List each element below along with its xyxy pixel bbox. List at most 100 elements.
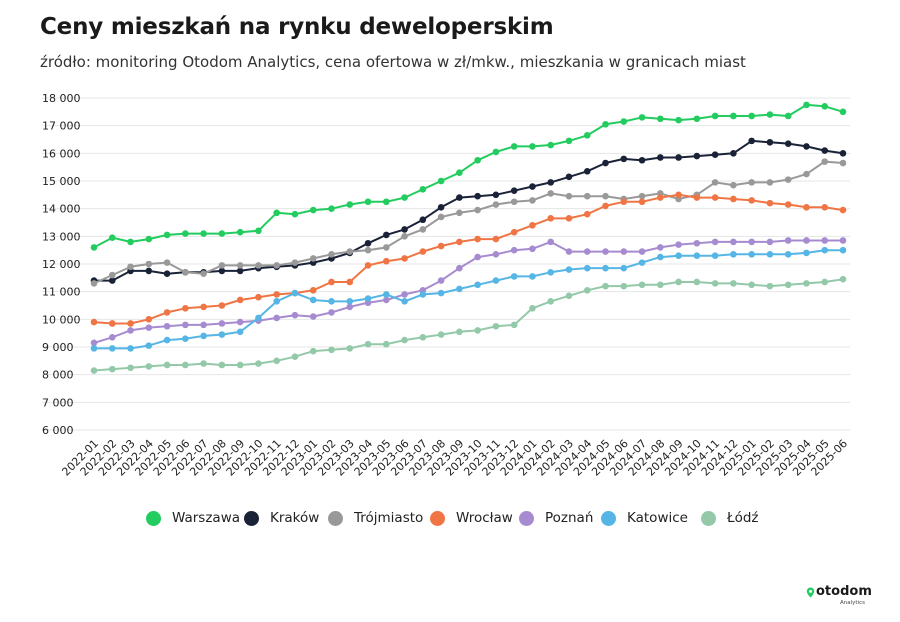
data-point	[474, 235, 481, 243]
data-point	[127, 345, 134, 352]
data-point	[711, 112, 719, 120]
legend-marker	[328, 510, 343, 526]
series-warszawa	[90, 101, 847, 251]
data-point	[638, 281, 646, 289]
data-point	[638, 198, 646, 206]
data-point	[620, 198, 628, 206]
data-point	[200, 230, 207, 237]
otodom-logo-sub: Analytics	[840, 600, 865, 606]
series-katowice	[90, 246, 847, 352]
data-point	[419, 226, 427, 233]
legend-label: Łódź	[727, 510, 759, 526]
data-point	[821, 103, 829, 110]
data-point	[182, 321, 189, 329]
data-point	[218, 320, 226, 327]
data-point	[657, 253, 664, 261]
data-point	[730, 150, 737, 157]
data-point	[657, 154, 664, 161]
data-point	[547, 179, 555, 186]
data-point	[474, 156, 481, 164]
data-point	[328, 298, 335, 305]
data-point	[657, 115, 664, 123]
data-point	[675, 278, 682, 286]
data-point	[255, 360, 262, 367]
data-point	[182, 304, 189, 312]
data-point	[510, 187, 518, 194]
data-point	[766, 199, 774, 207]
data-point	[529, 304, 536, 312]
data-point	[547, 238, 555, 246]
data-point	[437, 289, 445, 297]
data-point	[255, 227, 262, 235]
data-point	[255, 314, 262, 322]
data-point	[419, 248, 427, 255]
data-point	[108, 345, 116, 352]
data-point	[145, 267, 153, 275]
data-point	[474, 253, 481, 261]
data-point	[839, 206, 847, 214]
x-axis-labels: 2022-012022-022022-032022-042022-052022-…	[59, 437, 850, 479]
data-point	[364, 295, 372, 302]
data-point	[456, 328, 463, 336]
data-point	[401, 298, 408, 305]
data-point	[510, 246, 518, 254]
data-point	[90, 244, 98, 251]
data-point	[821, 237, 829, 244]
data-point	[182, 269, 189, 276]
data-point	[839, 275, 847, 283]
data-point	[657, 281, 664, 289]
data-point	[730, 280, 737, 287]
data-point	[182, 361, 189, 369]
data-point	[583, 168, 591, 175]
data-point	[364, 198, 372, 206]
data-point	[529, 183, 536, 190]
data-point	[401, 194, 408, 201]
data-point	[602, 248, 609, 255]
data-point	[510, 198, 518, 206]
data-point	[803, 203, 810, 211]
data-point	[675, 241, 682, 248]
data-point	[163, 270, 171, 277]
y-tick-label: 10 000	[42, 313, 81, 326]
data-point	[163, 322, 171, 330]
data-point	[784, 176, 792, 183]
data-point	[419, 216, 427, 224]
data-point	[236, 318, 244, 326]
data-point	[675, 154, 682, 161]
data-point	[492, 277, 500, 284]
data-point	[784, 251, 792, 258]
data-point	[492, 201, 500, 208]
data-point	[693, 115, 701, 123]
data-point	[839, 237, 847, 244]
data-point	[163, 259, 171, 266]
data-point	[328, 205, 335, 212]
legend-label: Katowice	[627, 510, 688, 526]
legend-label: Trójmiasto	[354, 510, 424, 526]
data-point	[766, 138, 774, 146]
y-tick-label: 9 000	[42, 341, 74, 354]
legend-label: Kraków	[270, 510, 320, 526]
data-point	[145, 316, 153, 323]
data-point	[291, 353, 299, 360]
legend-marker	[519, 510, 534, 526]
data-point	[364, 262, 372, 269]
data-point	[711, 238, 719, 246]
data-point	[200, 270, 207, 277]
y-tick-label: 7 000	[42, 396, 74, 409]
data-point	[273, 298, 280, 305]
y-tick-label: 14 000	[42, 203, 81, 216]
data-point	[291, 259, 299, 266]
data-point	[730, 238, 737, 246]
data-point	[474, 192, 481, 200]
data-point	[163, 231, 171, 239]
data-point	[657, 194, 664, 201]
data-point	[218, 230, 226, 237]
data-point	[437, 177, 445, 185]
data-point	[529, 221, 536, 229]
data-point	[693, 239, 701, 247]
data-point	[328, 251, 335, 258]
data-point	[163, 361, 171, 369]
data-point	[437, 242, 445, 250]
y-tick-label: 15 000	[42, 175, 81, 188]
data-point	[638, 192, 646, 200]
